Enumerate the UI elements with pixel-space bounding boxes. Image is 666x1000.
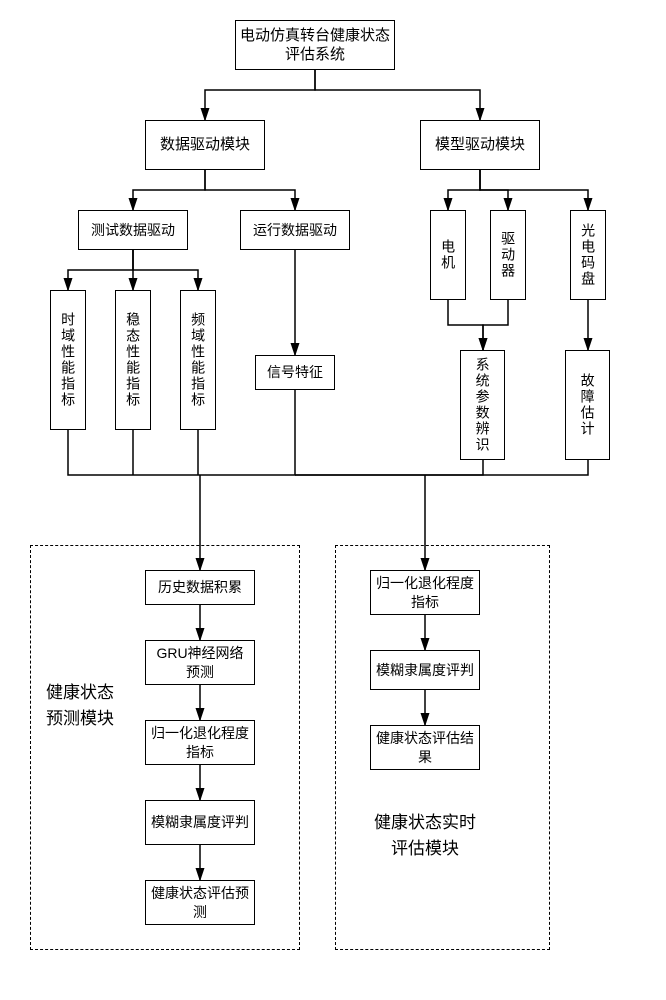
node-model-drv: 模型驱动模块 bbox=[420, 120, 540, 170]
node-label: 稳态性能指标 bbox=[124, 312, 142, 408]
node-label: 驱动器 bbox=[499, 231, 517, 279]
node-data-drv: 数据驱动模块 bbox=[145, 120, 265, 170]
node-label: 系统参数辨识 bbox=[473, 357, 491, 453]
node-label: 信号特征 bbox=[267, 363, 323, 381]
node-label: 电动仿真转台健康状态评估系统 bbox=[240, 26, 390, 65]
node-label: 时域性能指标 bbox=[59, 312, 77, 408]
pred-module-box bbox=[30, 545, 300, 950]
node-freq-idx: 频域性能指标 bbox=[180, 290, 216, 430]
node-time-idx: 时域性能指标 bbox=[50, 290, 86, 430]
node-label: 故障估计 bbox=[578, 373, 596, 437]
pred-module-label: 健康状态预测模块 bbox=[40, 680, 120, 731]
node-encoder: 光电码盘 bbox=[570, 210, 606, 300]
node-label: 频域性能指标 bbox=[189, 312, 207, 408]
node-signal: 信号特征 bbox=[255, 355, 335, 390]
node-label: 光电码盘 bbox=[579, 223, 597, 287]
node-root: 电动仿真转台健康状态评估系统 bbox=[235, 20, 395, 70]
node-steady-idx: 稳态性能指标 bbox=[115, 290, 151, 430]
node-label: 运行数据驱动 bbox=[253, 221, 337, 239]
node-test-drv: 测试数据驱动 bbox=[78, 210, 188, 250]
node-fault-est: 故障估计 bbox=[565, 350, 610, 460]
rt-module-label: 健康状态实时评估模块 bbox=[370, 810, 480, 861]
node-label: 模型驱动模块 bbox=[435, 135, 525, 155]
node-label: 数据驱动模块 bbox=[160, 135, 250, 155]
node-motor: 电机 bbox=[430, 210, 466, 300]
node-driver: 驱动器 bbox=[490, 210, 526, 300]
node-label: 测试数据驱动 bbox=[91, 221, 175, 239]
node-run-drv: 运行数据驱动 bbox=[240, 210, 350, 250]
rt-module-box bbox=[335, 545, 550, 950]
node-label: 电机 bbox=[439, 239, 457, 271]
node-sys-id: 系统参数辨识 bbox=[460, 350, 505, 460]
